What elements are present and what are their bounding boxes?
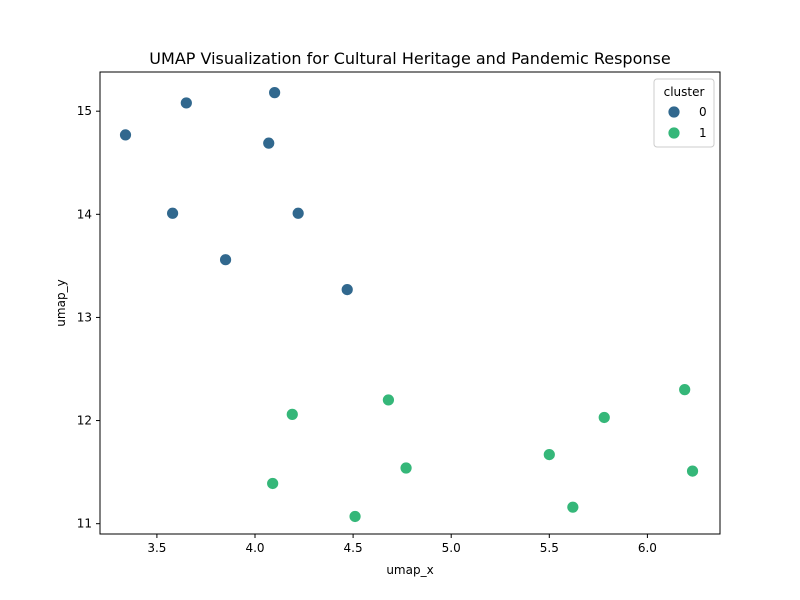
y-axis-label: umap_y: [54, 279, 68, 326]
y-tick-label: 13: [77, 310, 92, 324]
data-point-cluster-1: [686, 464, 699, 478]
legend-marker-cluster-0: [667, 105, 681, 119]
plot-frame: [99, 71, 721, 535]
data-point-cluster-1: [266, 477, 280, 490]
x-tick-label: 6.0: [638, 541, 657, 555]
x-axis-label: umap_x: [386, 563, 433, 577]
data-point-cluster-0: [291, 206, 305, 220]
data-point-cluster-0: [268, 86, 282, 100]
data-points: [119, 86, 699, 523]
data-point-cluster-0: [179, 96, 193, 110]
data-point-cluster-0: [262, 136, 276, 150]
data-point-cluster-0: [340, 283, 354, 296]
y-tick-label: 15: [77, 104, 92, 118]
x-tick-label: 4.0: [245, 541, 264, 555]
legend-label-cluster-0: 0: [699, 105, 707, 119]
data-point-cluster-1: [566, 500, 580, 514]
x-tick-label: 5.0: [442, 541, 461, 555]
x-tick-label: 4.5: [344, 541, 363, 555]
legend-title: cluster: [664, 85, 705, 99]
y-tick-label: 12: [77, 414, 92, 428]
x-tick-label: 5.5: [540, 541, 559, 555]
axis-ticks: 3.5 4.0 4.5 5.0 5.5 6.0 11 12 13 14 15: [77, 104, 657, 555]
chart-title: UMAP Visualization for Cultural Heritage…: [149, 49, 670, 68]
data-point-cluster-1: [678, 383, 692, 397]
data-point-cluster-0: [219, 253, 232, 267]
data-point-cluster-1: [542, 448, 556, 461]
legend: cluster 0 1: [653, 78, 715, 148]
data-point-cluster-0: [166, 206, 179, 220]
data-point-cluster-1: [597, 411, 611, 424]
data-point-cluster-1: [348, 510, 362, 523]
legend-label-cluster-1: 1: [699, 126, 707, 140]
data-point-cluster-1: [382, 393, 395, 407]
y-tick-label: 11: [77, 517, 92, 531]
data-point-cluster-1: [285, 407, 299, 421]
data-point-cluster-1: [399, 461, 413, 475]
x-tick-label: 3.5: [147, 541, 166, 555]
legend-marker-cluster-1: [667, 126, 681, 140]
y-tick-label: 14: [77, 207, 92, 221]
data-point-cluster-0: [119, 128, 132, 142]
